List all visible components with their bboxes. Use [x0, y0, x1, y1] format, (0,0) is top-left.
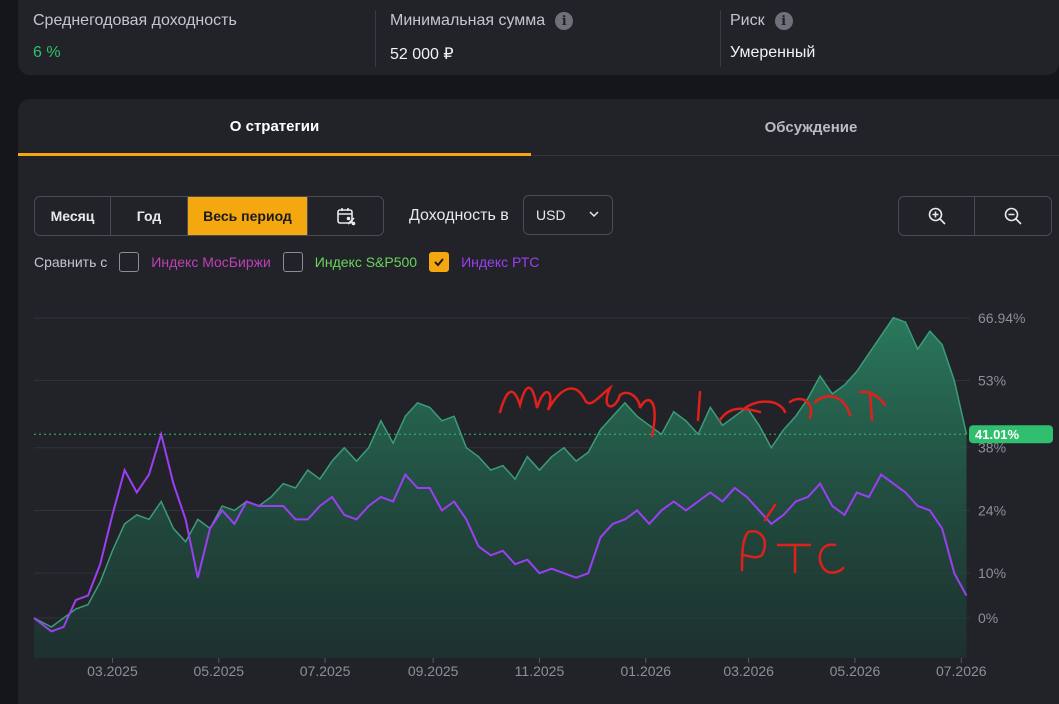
y-tick-label: 66.94%: [978, 310, 1025, 326]
divider: [375, 10, 376, 67]
chevron-down-icon: [589, 211, 599, 218]
compare-sp500-label[interactable]: Индекс S&P500: [314, 254, 418, 270]
stat-min-amount: Минимальная сумма i 52 000 ₽: [390, 12, 574, 64]
stats-panel: Среднегодовая доходность 6 % Минимальная…: [18, 0, 1059, 75]
zoom-controls: [898, 196, 1052, 236]
y-tick-label: 24%: [978, 502, 1006, 518]
tab-about-strategy[interactable]: О стратегии: [18, 99, 531, 156]
info-icon[interactable]: i: [555, 12, 574, 30]
x-tick-label: 11.2025: [515, 663, 565, 679]
checkbox-rts[interactable]: [429, 252, 450, 272]
calendar-percent-icon: [336, 208, 355, 226]
compare-rts-label[interactable]: Индекс РТС: [461, 254, 540, 270]
x-tick-label: 03.2025: [87, 663, 138, 679]
zoom-out-icon: [1004, 207, 1022, 225]
info-icon[interactable]: i: [774, 12, 793, 30]
compare-row: Сравнить с Индекс МосБиржи Индекс S&P500…: [34, 252, 551, 272]
y-tick-label: 53%: [978, 372, 1006, 388]
zoom-in-icon: [928, 207, 946, 225]
strategy-line: [33, 316, 968, 628]
strategy-area: [34, 317, 967, 658]
stat-risk: Риск i Умеренный: [730, 12, 815, 62]
x-tick-label: 07.2025: [300, 663, 351, 679]
calendar-percent-button[interactable]: [308, 197, 383, 235]
compare-moex-label[interactable]: Индекс МосБиржи: [151, 254, 271, 270]
x-tick-label: 03.2026: [723, 663, 774, 679]
stat-label: Среднегодовая доходность: [33, 12, 237, 29]
period-year-button[interactable]: Год: [111, 197, 188, 235]
annotation-strategy: [498, 384, 887, 438]
y-tick-label: 10%: [978, 565, 1006, 581]
zoom-out-button[interactable]: [975, 197, 1051, 235]
divider: [720, 10, 721, 67]
stat-value: 6 %: [33, 44, 61, 61]
currency-select[interactable]: USD: [523, 195, 613, 235]
x-tick-label: 07.2026: [936, 663, 987, 679]
period-month-button[interactable]: Месяц: [35, 197, 111, 235]
current-value-badge: [969, 425, 1053, 444]
stat-label: Минимальная сумма: [390, 12, 546, 29]
stat-value: 52 000 ₽: [390, 46, 454, 63]
tab-discussion[interactable]: Обсуждение: [764, 119, 858, 136]
x-tick-label: 05.2025: [193, 663, 244, 679]
compare-label: Сравнить с: [34, 254, 108, 270]
checkbox-sp500[interactable]: [282, 252, 303, 272]
currency-value: USD: [536, 207, 566, 223]
rts-line: [33, 430, 968, 633]
x-tick-label: 05.2026: [830, 663, 881, 679]
currency-label: Доходность в: [409, 207, 509, 224]
period-selector: Месяц Год Весь период: [34, 196, 384, 236]
current-value-label: 41.01%: [975, 427, 1020, 442]
stat-label: Риск: [730, 12, 765, 29]
x-tick-label: 01.2026: [620, 663, 671, 679]
check-icon: [434, 258, 444, 267]
stat-value: Умеренный: [730, 44, 816, 61]
annotation-rts: [740, 503, 845, 574]
tab-bar: О стратегии Обсуждение: [18, 99, 1059, 156]
zoom-in-button[interactable]: [899, 197, 975, 235]
y-tick-label: 0%: [978, 610, 998, 626]
x-tick-label: 09.2025: [408, 663, 459, 679]
checkbox-moex[interactable]: [119, 252, 140, 272]
stat-annual-return: Среднегодовая доходность 6 %: [33, 12, 237, 62]
period-all-button[interactable]: Весь период: [188, 197, 308, 235]
y-tick-label: 38%: [978, 440, 1006, 456]
